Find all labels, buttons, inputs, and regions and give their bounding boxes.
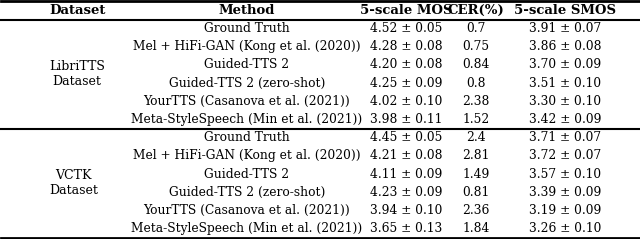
Text: 3.98 ± 0.11: 3.98 ± 0.11 bbox=[370, 113, 442, 126]
Text: Guided-TTS 2 (zero-shot): Guided-TTS 2 (zero-shot) bbox=[168, 186, 325, 199]
Text: Guided-TTS 2: Guided-TTS 2 bbox=[204, 59, 289, 71]
Text: Dataset: Dataset bbox=[49, 4, 106, 17]
Text: 0.8: 0.8 bbox=[467, 77, 486, 90]
Text: Guided-TTS 2 (zero-shot): Guided-TTS 2 (zero-shot) bbox=[168, 77, 325, 90]
Text: 1.52: 1.52 bbox=[463, 113, 490, 126]
Text: 3.94 ± 0.10: 3.94 ± 0.10 bbox=[370, 204, 442, 217]
Text: 2.38: 2.38 bbox=[463, 95, 490, 108]
Text: 3.86 ± 0.08: 3.86 ± 0.08 bbox=[529, 40, 602, 53]
Text: 3.51 ± 0.10: 3.51 ± 0.10 bbox=[529, 77, 602, 90]
Text: 4.45 ± 0.05: 4.45 ± 0.05 bbox=[370, 131, 442, 144]
Text: Ground Truth: Ground Truth bbox=[204, 22, 289, 35]
Text: 1.84: 1.84 bbox=[463, 222, 490, 235]
Text: 3.57 ± 0.10: 3.57 ± 0.10 bbox=[529, 168, 602, 180]
Text: 4.20 ± 0.08: 4.20 ± 0.08 bbox=[370, 59, 442, 71]
Text: Method: Method bbox=[218, 4, 275, 17]
Text: VCTK
Dataset: VCTK Dataset bbox=[49, 169, 98, 197]
Text: 4.28 ± 0.08: 4.28 ± 0.08 bbox=[370, 40, 442, 53]
Text: 3.70 ± 0.09: 3.70 ± 0.09 bbox=[529, 59, 602, 71]
Text: YourTTS (Casanova et al. (2021)): YourTTS (Casanova et al. (2021)) bbox=[143, 204, 350, 217]
Text: 1.49: 1.49 bbox=[463, 168, 490, 180]
Text: Mel + HiFi-GAN (Kong et al. (2020)): Mel + HiFi-GAN (Kong et al. (2020)) bbox=[133, 149, 360, 162]
Text: Meta-StyleSpeech (Min et al. (2021)): Meta-StyleSpeech (Min et al. (2021)) bbox=[131, 222, 362, 235]
Text: LibriTTS
Dataset: LibriTTS Dataset bbox=[49, 60, 105, 88]
Text: Meta-StyleSpeech (Min et al. (2021)): Meta-StyleSpeech (Min et al. (2021)) bbox=[131, 113, 362, 126]
Text: 3.19 ± 0.09: 3.19 ± 0.09 bbox=[529, 204, 602, 217]
Text: Ground Truth: Ground Truth bbox=[204, 131, 289, 144]
Text: 4.11 ± 0.09: 4.11 ± 0.09 bbox=[370, 168, 442, 180]
Text: 3.71 ± 0.07: 3.71 ± 0.07 bbox=[529, 131, 602, 144]
Text: 4.25 ± 0.09: 4.25 ± 0.09 bbox=[370, 77, 442, 90]
Text: 2.81: 2.81 bbox=[463, 149, 490, 162]
Text: 3.30 ± 0.10: 3.30 ± 0.10 bbox=[529, 95, 602, 108]
Text: 0.7: 0.7 bbox=[467, 22, 486, 35]
Text: CER(%): CER(%) bbox=[448, 4, 504, 17]
Text: 3.91 ± 0.07: 3.91 ± 0.07 bbox=[529, 22, 602, 35]
Text: 2.36: 2.36 bbox=[463, 204, 490, 217]
Text: 3.72 ± 0.07: 3.72 ± 0.07 bbox=[529, 149, 602, 162]
Text: 2.4: 2.4 bbox=[467, 131, 486, 144]
Text: 4.52 ± 0.05: 4.52 ± 0.05 bbox=[370, 22, 442, 35]
Text: 4.23 ± 0.09: 4.23 ± 0.09 bbox=[370, 186, 442, 199]
Text: 5-scale MOS: 5-scale MOS bbox=[360, 4, 452, 17]
Text: 5-scale SMOS: 5-scale SMOS bbox=[515, 4, 616, 17]
Text: YourTTS (Casanova et al. (2021)): YourTTS (Casanova et al. (2021)) bbox=[143, 95, 350, 108]
Text: 3.42 ± 0.09: 3.42 ± 0.09 bbox=[529, 113, 602, 126]
Text: 0.84: 0.84 bbox=[463, 59, 490, 71]
Text: 0.75: 0.75 bbox=[463, 40, 490, 53]
Text: 3.26 ± 0.10: 3.26 ± 0.10 bbox=[529, 222, 602, 235]
Text: 0.81: 0.81 bbox=[463, 186, 490, 199]
Text: 3.39 ± 0.09: 3.39 ± 0.09 bbox=[529, 186, 602, 199]
Text: 4.21 ± 0.08: 4.21 ± 0.08 bbox=[370, 149, 442, 162]
Text: 3.65 ± 0.13: 3.65 ± 0.13 bbox=[370, 222, 442, 235]
Text: 4.02 ± 0.10: 4.02 ± 0.10 bbox=[370, 95, 442, 108]
Text: Guided-TTS 2: Guided-TTS 2 bbox=[204, 168, 289, 180]
Text: Mel + HiFi-GAN (Kong et al. (2020)): Mel + HiFi-GAN (Kong et al. (2020)) bbox=[133, 40, 360, 53]
